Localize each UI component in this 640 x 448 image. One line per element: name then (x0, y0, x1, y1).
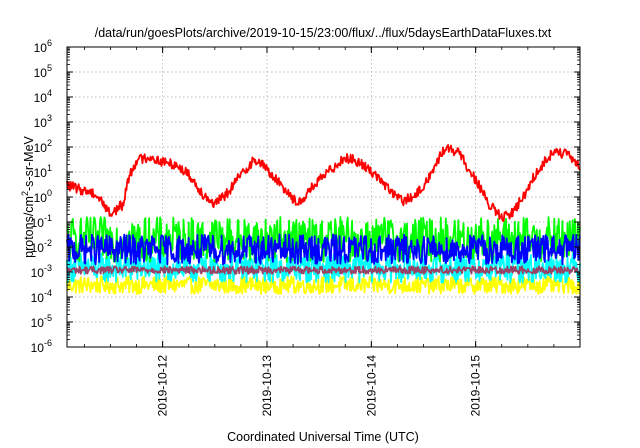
y-tick-label-base: 10 (31, 241, 45, 255)
series-line-1 (66, 251, 581, 284)
y-axis-label-base: protons/cm (22, 196, 36, 258)
y-tick-label-exp: 5 (47, 63, 52, 73)
y-tick-label-exp: -4 (44, 288, 52, 298)
y-tick-label-exp: -3 (44, 263, 52, 273)
x-axis-label: Coordinated Universal Time (UTC) (227, 430, 419, 444)
y-tick-label-base: 10 (34, 166, 48, 180)
y-tick-label-base: 10 (34, 116, 48, 130)
y-axis-ticks: 10-610-510-410-310-210-11001011021031041… (31, 38, 580, 355)
y-axis-label-sup: 2 (20, 191, 30, 196)
y-tick-label: 10-4 (31, 288, 52, 305)
y-tick-label-exp: 4 (47, 88, 52, 98)
series-line-4 (66, 265, 581, 275)
y-tick-label: 106 (34, 38, 52, 55)
y-tick-label: 103 (34, 113, 52, 130)
y-tick-label-base: 10 (34, 141, 48, 155)
y-tick-label: 101 (34, 163, 52, 180)
y-tick-label-exp: 3 (47, 113, 52, 123)
y-tick-label-exp: 0 (47, 188, 52, 198)
series-line-3 (66, 233, 581, 266)
y-tick-label-base: 10 (31, 291, 45, 305)
series-line-2 (66, 216, 581, 263)
y-tick-label: 10-2 (31, 238, 52, 255)
chart-title: /data/run/goesPlots/archive/2019-10-15/2… (95, 26, 552, 40)
y-tick-label-base: 10 (34, 191, 48, 205)
y-tick-label: 102 (34, 138, 52, 155)
series-line-5 (66, 144, 581, 222)
y-tick-label-exp: -2 (44, 238, 52, 248)
x-tick-label: 2019-10-15 (469, 355, 483, 417)
series-group (66, 144, 581, 295)
y-tick-label-exp: -1 (44, 213, 52, 223)
y-tick-label-base: 10 (34, 66, 48, 80)
series-line-0 (66, 275, 581, 295)
y-axis-label: protons/cm2-s-sr-MeV (20, 135, 36, 257)
y-tick-label: 10-3 (31, 263, 52, 280)
grid (67, 47, 580, 347)
y-axis-label-rest: -s-sr-MeV (22, 135, 36, 191)
y-tick-label: 10-1 (31, 213, 52, 230)
y-tick-label-base: 10 (31, 341, 45, 355)
y-tick-label: 10-6 (31, 338, 52, 355)
y-tick-label-base: 10 (34, 91, 48, 105)
y-tick-label-base: 10 (31, 216, 45, 230)
y-tick-label-exp: -6 (44, 338, 52, 348)
y-tick-label: 100 (34, 188, 52, 205)
y-tick-label-exp: 1 (47, 163, 52, 173)
y-tick-label-base: 10 (31, 266, 45, 280)
y-tick-label-base: 10 (31, 316, 45, 330)
y-tick-label-base: 10 (34, 41, 48, 55)
x-axis-ticks: 2019-10-12 2019-10-13 2019-10-14 2019-10-15 (83, 47, 555, 417)
y-tick-label-exp: -5 (44, 313, 52, 323)
x-tick-label: 2019-10-14 (364, 355, 378, 417)
y-tick-label-exp: 6 (47, 38, 52, 48)
y-tick-label-exp: 2 (47, 138, 52, 148)
y-tick-label: 104 (34, 88, 52, 105)
y-tick-label: 105 (34, 63, 52, 80)
y-tick-label: 10-5 (31, 313, 52, 330)
x-tick-label: 2019-10-12 (156, 355, 170, 417)
x-tick-label: 2019-10-13 (260, 355, 274, 417)
